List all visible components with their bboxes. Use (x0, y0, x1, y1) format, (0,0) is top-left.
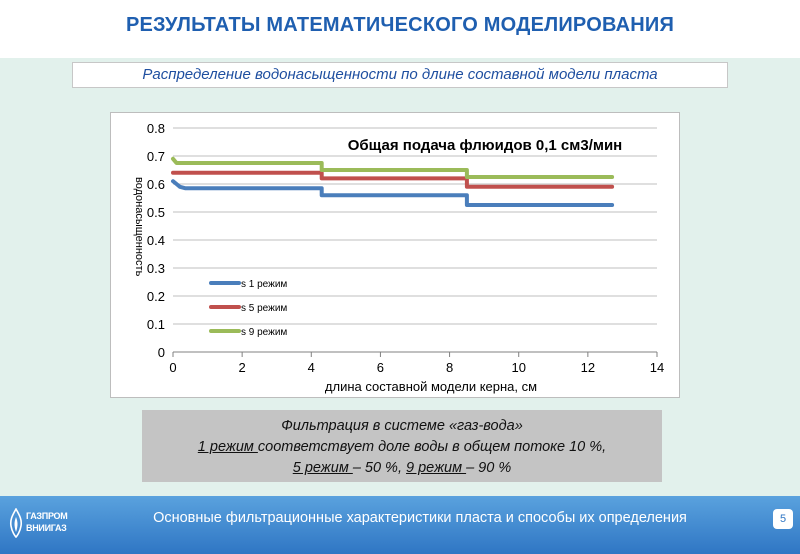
series-line-1 (171, 179, 615, 207)
gazprom-vniigaz-logo: ГАЗПРОМ ВНИИГАЗ (8, 506, 78, 544)
logo-text: ГАЗПРОМ ВНИИГАЗ (26, 510, 68, 534)
chart-series (171, 156, 615, 207)
note-line-1: Фильтрация в системе «газ-вода» (281, 418, 523, 434)
flame-icon (9, 508, 23, 538)
note-line-2: 1 режим соответствует доле воды в общем … (142, 437, 662, 458)
water-saturation-chart: 0 0.1 0.2 0.3 0.4 0.5 0.6 0.7 0.8 0 2 4 6 8 10 12 14 Общ… (133, 121, 664, 394)
legend-label: s 9 режим (241, 327, 287, 338)
note-line-3: 5 режим – 50 %, 9 режим – 90 % (142, 458, 662, 479)
x-axis-label: длина составной модели керна, см (325, 379, 537, 394)
logo-line-1: ГАЗПРОМ (26, 511, 68, 521)
slide-number: 5 (773, 509, 793, 529)
x-tick-label: 4 (308, 360, 315, 375)
series-line-3 (171, 156, 615, 179)
chart-title: Общая подача флюидов 0,1 см3/мин (348, 137, 623, 154)
x-tick-label: 6 (377, 360, 384, 375)
x-tick-label: 12 (581, 360, 595, 375)
mode-1-label: 1 режим (197, 439, 258, 455)
chart-legend: s 1 режим s 5 режим s 9 режим (209, 279, 287, 338)
chart-axes: 0 0.1 0.2 0.3 0.4 0.5 0.6 0.7 0.8 0 2 4 6 8 10 12 14 (147, 121, 664, 375)
y-axis-label: водонасыщенность (133, 177, 145, 277)
slide-subtitle: Распределение водонасыщенности по длине … (72, 62, 728, 88)
x-tick-label: 8 (446, 360, 453, 375)
y-tick-label: 0.2 (147, 289, 165, 304)
header-band: РЕЗУЛЬТАТЫ МАТЕМАТИЧЕСКОГО МОДЕЛИРОВАНИЯ (0, 0, 800, 58)
y-tick-label: 0.4 (147, 233, 165, 248)
y-tick-label: 0.8 (147, 121, 165, 136)
chart-panel: 0 0.1 0.2 0.3 0.4 0.5 0.6 0.7 0.8 0 2 4 6 8 10 12 14 Общ… (110, 112, 680, 398)
footer-caption: Основные фильтрационные характеристики п… (153, 510, 687, 526)
mode-5-label: 5 режим (292, 460, 353, 476)
y-tick-label: 0.1 (147, 317, 165, 332)
x-tick-label: 14 (650, 360, 664, 375)
x-tick-label: 0 (169, 360, 176, 375)
mode-9-label: 9 режим (406, 460, 467, 476)
legend-label: s 1 режим (241, 279, 287, 290)
y-tick-label: 0.6 (147, 177, 165, 192)
y-tick-label: 0.3 (147, 261, 165, 276)
legend-label: s 5 режим (241, 303, 287, 314)
mode-1-description: соответствует доле воды в общем потоке 1… (257, 439, 607, 455)
x-tick-label: 10 (511, 360, 525, 375)
series-line-2 (171, 170, 615, 189)
x-tick-label: 2 (239, 360, 246, 375)
footer-bar: ГАЗПРОМ ВНИИГАЗ Основные фильтрационные … (0, 496, 800, 554)
y-tick-label: 0.5 (147, 205, 165, 220)
mode-5-value: – 50 %, (352, 460, 407, 476)
mode-9-value: – 90 % (466, 460, 512, 476)
y-tick-label: 0 (158, 345, 165, 360)
page-title: РЕЗУЛЬТАТЫ МАТЕМАТИЧЕСКОГО МОДЕЛИРОВАНИЯ (125, 14, 675, 36)
filtration-note: Фильтрация в системе «газ-вода» 1 режим … (142, 410, 662, 482)
y-tick-label: 0.7 (147, 149, 165, 164)
logo-line-2: ВНИИГАЗ (26, 523, 67, 533)
